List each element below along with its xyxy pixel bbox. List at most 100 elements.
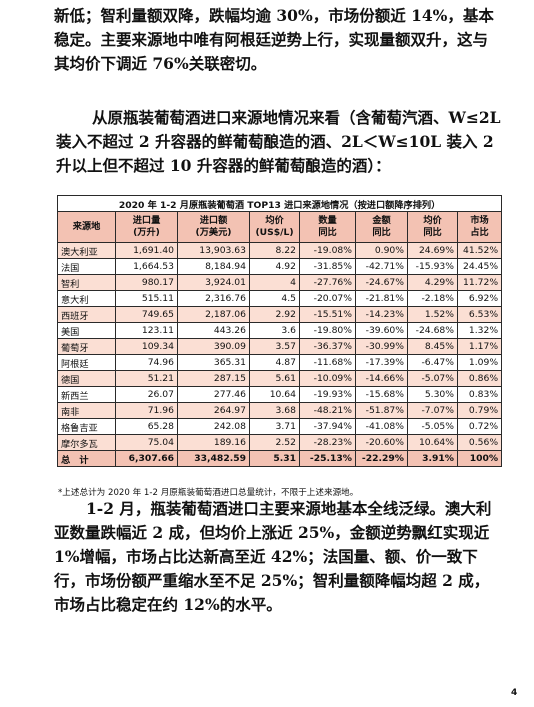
value-cell: -5.07% xyxy=(407,370,458,387)
header-cell: 来源地 xyxy=(57,211,116,243)
value-cell: 1.32% xyxy=(456,322,503,339)
value-cell: -48.21% xyxy=(299,402,356,419)
table-row: 葡萄牙 109.34 390.09 3.57 -36.37% -30.99% 8.45% 1.… xyxy=(57,338,503,355)
analysis-paragraph: 1-2 月，瓶装葡萄酒进口主要来源地基本全线泛绿。澳大利亚数量跌幅近 2 成，但… xyxy=(54,499,492,614)
value-cell: 1.52% xyxy=(407,306,458,323)
value-cell: 3.57 xyxy=(249,338,300,355)
value-cell: 10.64% xyxy=(407,434,458,451)
value-cell: -11.68% xyxy=(299,354,356,371)
value-cell: -31.85% xyxy=(299,258,356,275)
value-cell: 264.97 xyxy=(177,402,250,419)
value-cell: 189.16 xyxy=(177,434,250,451)
value-cell: -5.05% xyxy=(407,418,458,435)
value-cell: -6.47% xyxy=(407,354,458,371)
country-cell: 意大利 xyxy=(57,290,116,307)
header-cell: 进口量 (万升) xyxy=(115,211,178,243)
value-cell: 1,691.40 xyxy=(115,242,178,259)
country-cell: 智利 xyxy=(57,274,116,291)
intro-paragraph: 新低；智利量额双降，跌幅均逾 30%，市场份额近 14%，基本稳定。主要来源地中… xyxy=(54,6,494,73)
value-cell: 3,924.01 xyxy=(177,274,250,291)
value-cell: 13,903.63 xyxy=(177,242,250,259)
value-cell: 443.26 xyxy=(177,322,250,339)
value-cell: 71.96 xyxy=(115,402,178,419)
value-cell: -2.18% xyxy=(407,290,458,307)
total-value-cell: -25.13% xyxy=(299,450,356,467)
value-cell: 51.21 xyxy=(115,370,178,387)
value-cell: -19.80% xyxy=(299,322,356,339)
value-cell: 1,664.53 xyxy=(115,258,178,275)
country-cell: 德国 xyxy=(57,370,116,387)
table-header-row: 来源地 进口量 (万升) 进口额 (万美元) 均价 (US$/L) 数量 同比 金额 同比… xyxy=(57,211,503,243)
value-cell: -14.23% xyxy=(355,306,408,323)
table-row: 新西兰 26.07 277.46 10.64 -19.93% -15.68% 5.30% 0.… xyxy=(57,386,503,403)
value-cell: 8.45% xyxy=(407,338,458,355)
header-cell: 金额 同比 xyxy=(355,211,408,243)
header-cell: 均价 (US$/L) xyxy=(249,211,300,243)
table-row: 澳大利亚 1,691.40 13,903.63 8.22 -19.08% 0.90% 24.… xyxy=(57,242,503,259)
value-cell: 75.04 xyxy=(115,434,178,451)
value-cell: 26.07 xyxy=(115,386,178,403)
value-cell: 6.92% xyxy=(456,290,503,307)
table-body: 澳大利亚 1,691.40 13,903.63 8.22 -19.08% 0.90% 24.… xyxy=(57,242,503,467)
value-cell: 515.11 xyxy=(115,290,178,307)
page-number: 4 xyxy=(511,688,518,698)
value-cell: -15.51% xyxy=(299,306,356,323)
value-cell: -27.76% xyxy=(299,274,356,291)
country-cell: 阿根廷 xyxy=(57,354,116,371)
table-row: 美国 123.11 443.26 3.6 -19.80% -39.60% -24.68% 1.… xyxy=(57,322,503,339)
value-cell: -24.68% xyxy=(407,322,458,339)
value-cell: 109.34 xyxy=(115,338,178,355)
country-cell: 西班牙 xyxy=(57,306,116,323)
value-cell: -19.93% xyxy=(299,386,356,403)
country-cell: 美国 xyxy=(57,322,116,339)
table-footnote: *上述总计为 2020 年 1-2 月原瓶装葡萄酒进口总量统计，不限于上述来源地… xyxy=(58,488,359,498)
country-cell: 新西兰 xyxy=(57,386,116,403)
value-cell: 980.17 xyxy=(115,274,178,291)
country-cell: 南非 xyxy=(57,402,116,419)
value-cell: -14.66% xyxy=(355,370,408,387)
value-cell: 4.92 xyxy=(249,258,300,275)
value-cell: -19.08% xyxy=(299,242,356,259)
value-cell: -15.93% xyxy=(407,258,458,275)
total-value-cell: 5.31 xyxy=(249,450,300,467)
total-value-cell: 3.91% xyxy=(407,450,458,467)
value-cell: 0.56% xyxy=(456,434,503,451)
value-cell: -21.81% xyxy=(355,290,408,307)
value-cell: -20.60% xyxy=(355,434,408,451)
value-cell: 0.79% xyxy=(456,402,503,419)
source-description-paragraph: 从原瓶装葡萄酒进口来源地情况来看（含葡萄汽酒、W≤2L 装入不超过 2 升容器的… xyxy=(56,108,501,175)
value-cell: 2.52 xyxy=(249,434,300,451)
value-cell: 365.31 xyxy=(177,354,250,371)
import-source-table-container: 2020 年 1-2 月原瓶装葡萄酒 TOP13 进口来源地情况（按进口额降序排… xyxy=(56,195,503,467)
value-cell: 390.09 xyxy=(177,338,250,355)
value-cell: 0.83% xyxy=(456,386,503,403)
country-cell: 格鲁吉亚 xyxy=(57,418,116,435)
value-cell: -28.23% xyxy=(299,434,356,451)
value-cell: 749.65 xyxy=(115,306,178,323)
value-cell: 4.87 xyxy=(249,354,300,371)
value-cell: 1.09% xyxy=(456,354,503,371)
value-cell: 0.90% xyxy=(355,242,408,259)
value-cell: 1.17% xyxy=(456,338,503,355)
header-cell: 数量 同比 xyxy=(299,211,356,243)
value-cell: 4 xyxy=(249,274,300,291)
total-value-cell: -22.29% xyxy=(355,450,408,467)
value-cell: 5.61 xyxy=(249,370,300,387)
value-cell: -30.99% xyxy=(355,338,408,355)
country-cell: 法国 xyxy=(57,258,116,275)
value-cell: -41.08% xyxy=(355,418,408,435)
value-cell: 11.72% xyxy=(456,274,503,291)
table-row: 摩尔多瓦 75.04 189.16 2.52 -28.23% -20.60% 10.64% 0… xyxy=(57,434,503,451)
header-cell: 进口额 (万美元) xyxy=(177,211,250,243)
value-cell: 0.72% xyxy=(456,418,503,435)
country-cell: 摩尔多瓦 xyxy=(57,434,116,451)
table-row: 南非 71.96 264.97 3.68 -48.21% -51.87% -7.07% 0.7… xyxy=(57,402,503,419)
country-cell: 葡萄牙 xyxy=(57,338,116,355)
value-cell: 3.71 xyxy=(249,418,300,435)
value-cell: 24.45% xyxy=(456,258,503,275)
value-cell: 6.53% xyxy=(456,306,503,323)
table-row: 阿根廷 74.96 365.31 4.87 -11.68% -17.39% -6.47% 1.… xyxy=(57,354,503,371)
value-cell: 2,316.76 xyxy=(177,290,250,307)
value-cell: -51.87% xyxy=(355,402,408,419)
value-cell: 4.5 xyxy=(249,290,300,307)
